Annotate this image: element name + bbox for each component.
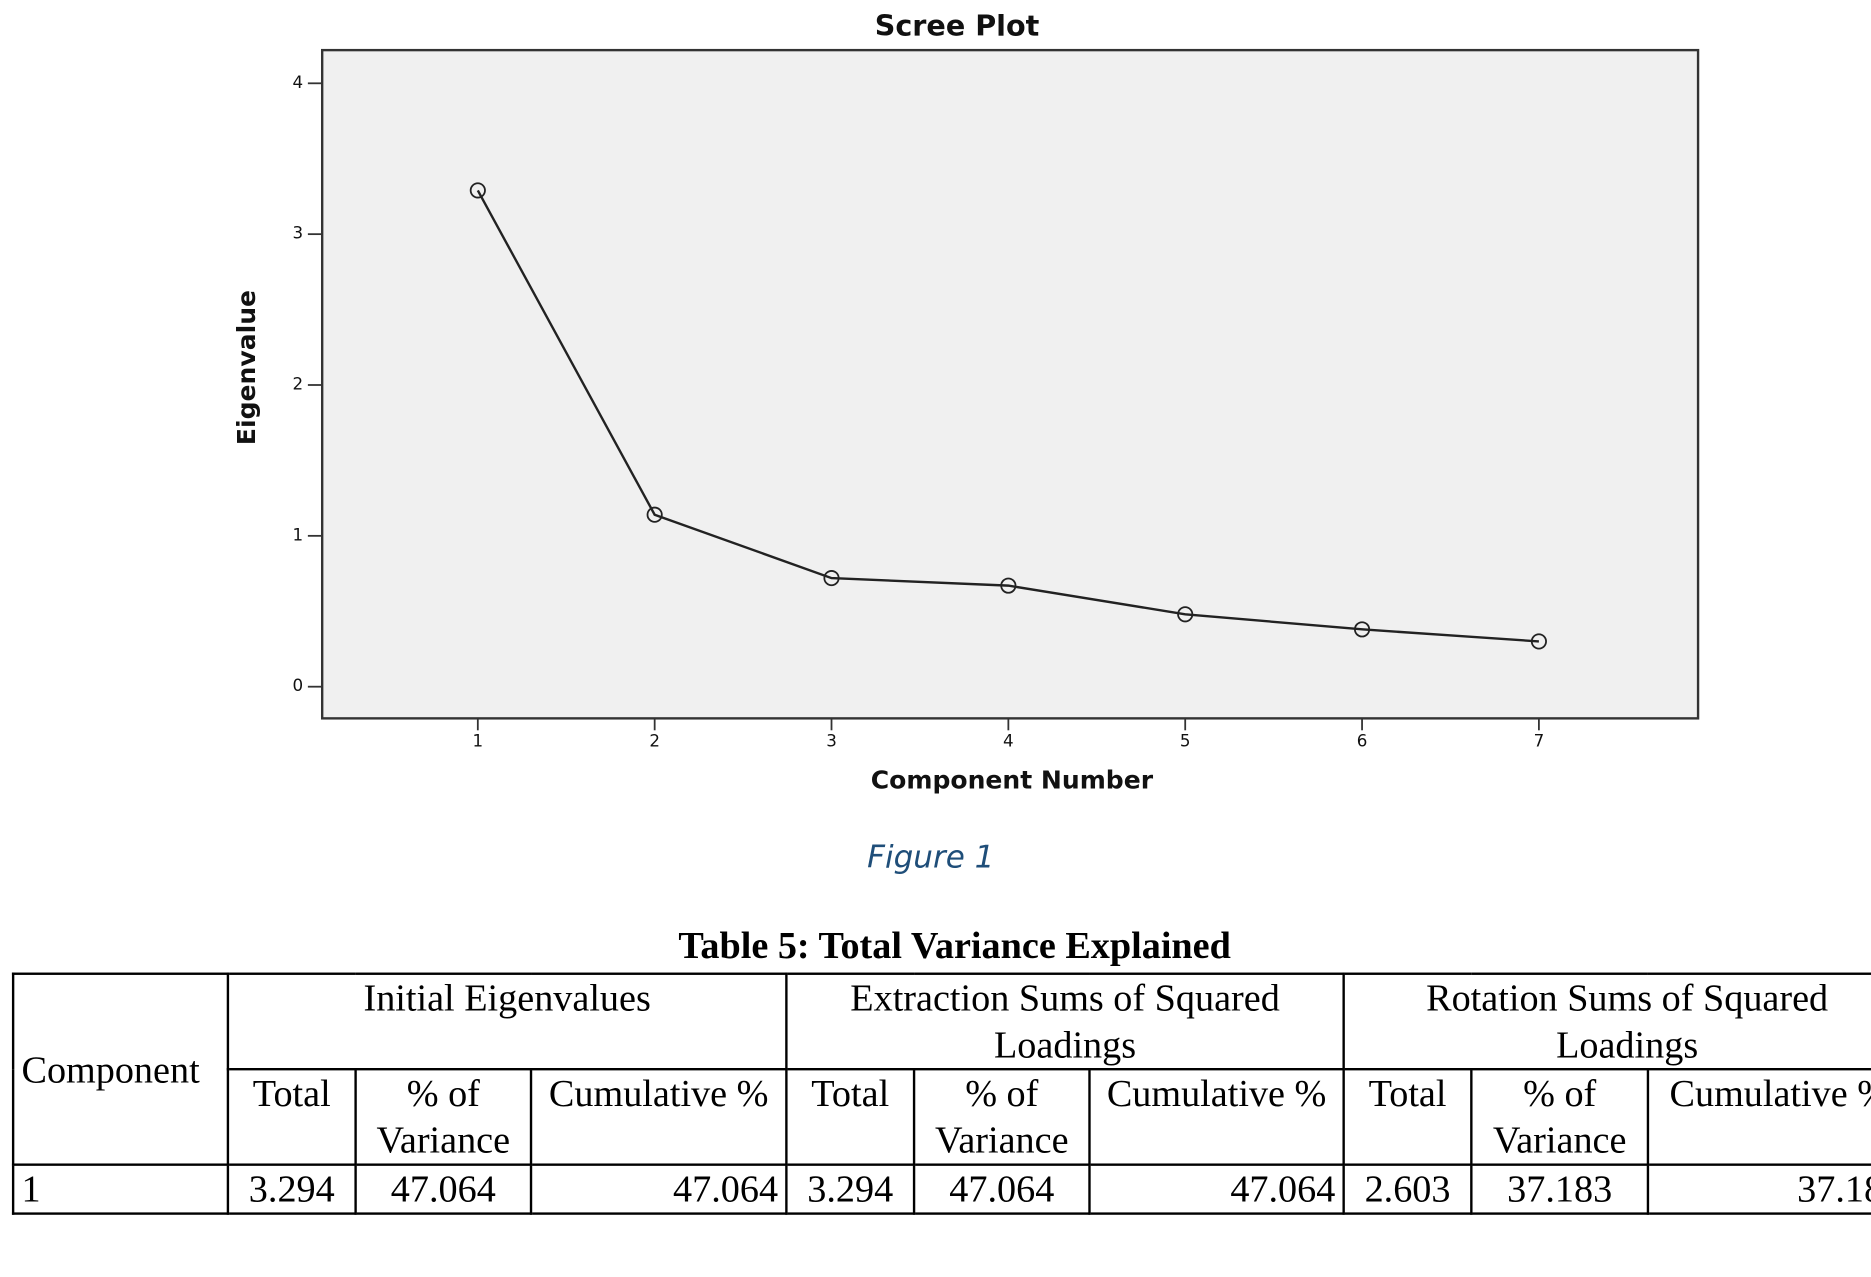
data-cell: 37.183 [1470,1163,1650,1215]
column-header: Total [1342,1068,1473,1166]
y-tick-label: 3 [292,223,303,243]
data-cell: 1 [11,1163,230,1215]
group-header: Rotation Sums of Squared Loadings [1342,972,1871,1071]
table-row: Component Initial Eigenvalues Extraction S… [11,972,1871,1166]
data-cell: 47.064 [912,1163,1091,1215]
x-tick-label: 2 [649,731,660,751]
table-title: Table 5: Total Variance Explained [678,923,1231,967]
group-header: Initial Eigenvalues [226,972,788,1071]
table-row: Total% of Variance Cumulative % Total% of … [13,1068,1871,1166]
table-row: 1 3.294 47.064 47.064 3.294 47.064 47.064 2.603… [11,1163,1871,1215]
x-axis-title: Component Number [871,766,1154,795]
header-cell: Component [11,972,230,1166]
x-tick-label: 1 [473,731,484,751]
column-header: Cumulative % [529,1068,788,1166]
data-cell: 3.294 [226,1163,357,1215]
x-tick-label: 7 [1534,731,1545,751]
data-point [1177,606,1194,623]
x-tick-label: 4 [1003,731,1014,751]
data-cell: 47.064 [1088,1163,1345,1215]
data-cell: 47.064 [354,1163,533,1215]
data-point [646,506,663,523]
data-cell: 2.603 [1342,1163,1473,1215]
column-header: Cumulative % [1088,1068,1345,1166]
data-point [823,570,840,587]
plot-area [320,48,1700,720]
column-header: % of Variance [912,1068,1091,1166]
x-tick-label: 5 [1180,731,1191,751]
group-header: Extraction Sums of Squared Loadings [785,972,1345,1071]
column-header: % of Variance [354,1068,533,1166]
data-cell: 3.294 [785,1163,916,1215]
y-tick-label: 0 [292,675,303,695]
data-point [1530,633,1547,650]
data-cell: 37.183 [1646,1163,1871,1215]
column-header: Total [226,1068,357,1166]
data-cell: 47.064 [529,1163,788,1215]
data-point [469,182,486,199]
y-tick-label: 1 [292,524,303,544]
variance-table: Component Initial Eigenvalues Extraction S… [11,972,1871,1215]
series-line [476,189,1539,643]
x-tick-label: 3 [826,731,837,751]
y-tick-label: 2 [292,373,303,393]
column-header: Total [785,1068,916,1166]
x-tick-label: 6 [1357,731,1368,751]
data-point [1000,577,1017,594]
column-header: % of Variance [1470,1068,1650,1166]
chart: Scree Plot Component Number Eigenvalue 0… [232,8,1700,795]
figure-caption: Figure 1 [867,840,995,876]
data-point [1354,621,1371,638]
column-header: Cumulative % [1646,1068,1871,1166]
chart-title: Scree Plot [875,8,1040,42]
y-tick-label: 4 [292,72,303,92]
y-axis-title: Eigenvalue [232,290,261,445]
